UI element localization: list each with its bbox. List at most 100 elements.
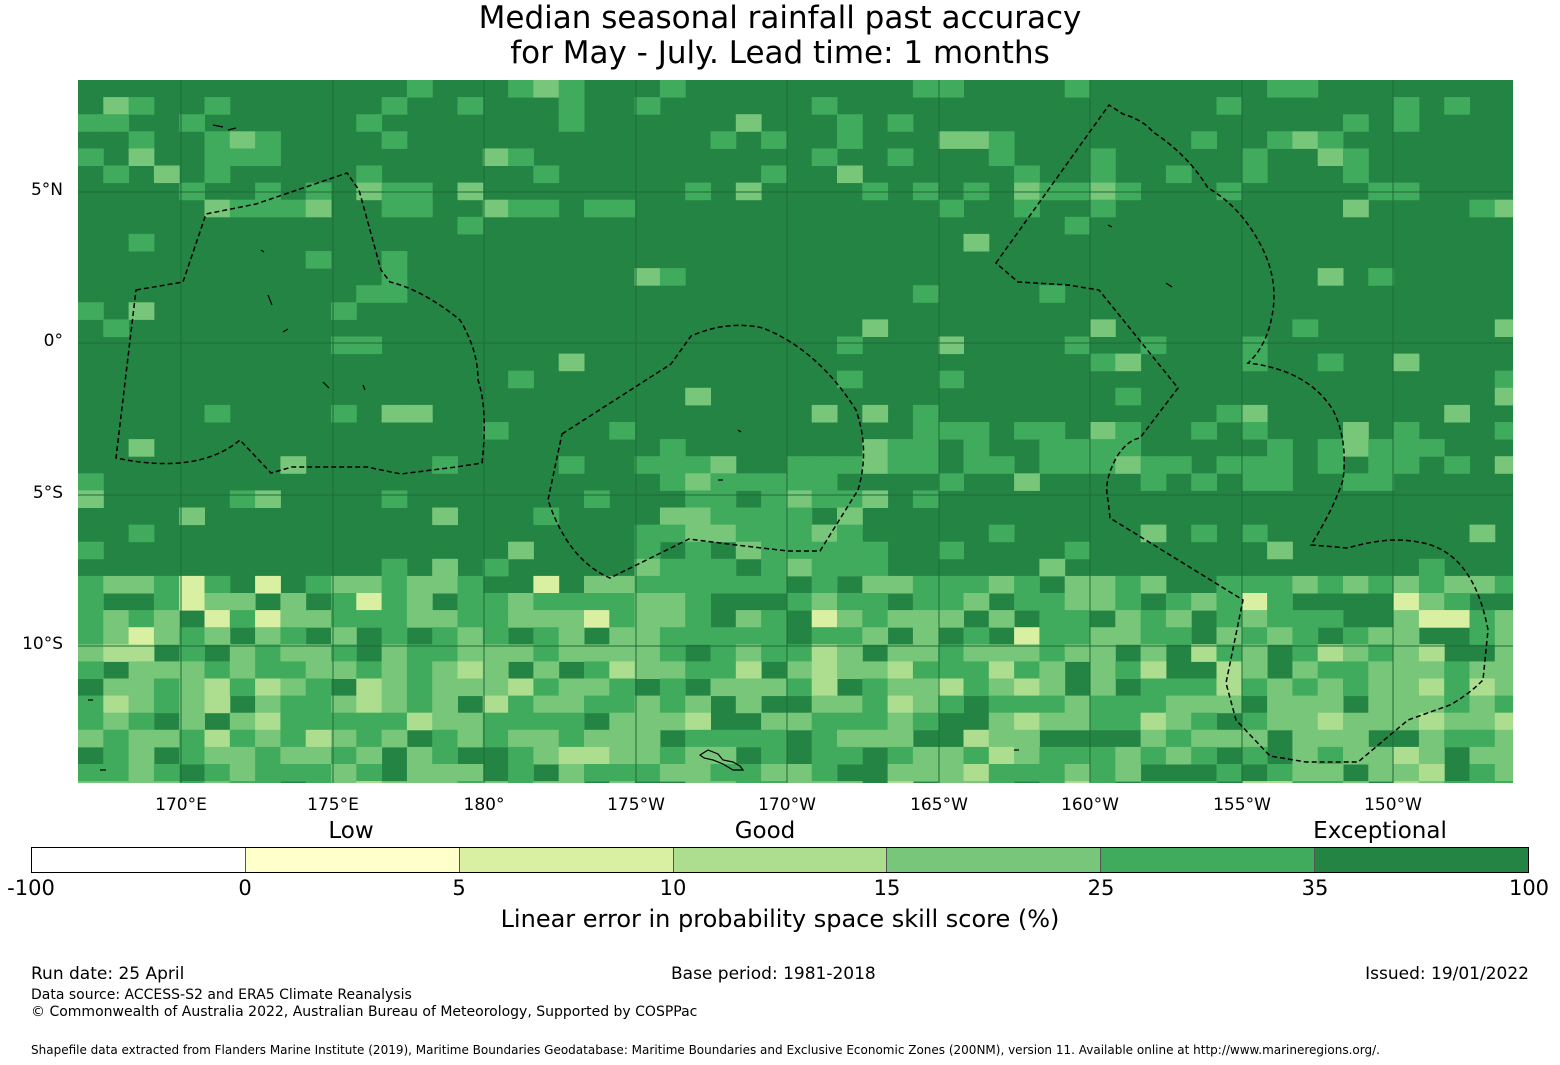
skill-cell (912, 661, 939, 679)
skill-cell (255, 729, 281, 748)
skill-cell (356, 678, 383, 697)
skill-cell (938, 678, 964, 697)
skill-cell (938, 644, 964, 662)
skill-cell (128, 729, 155, 748)
skill-cell (482, 678, 509, 697)
skill-cell (862, 575, 889, 594)
skill-cell (1292, 764, 1319, 782)
colorbar-tick: -100 (7, 876, 55, 900)
skill-cell (584, 644, 610, 662)
skill-cell (78, 302, 104, 320)
shapefile-credit: Shapefile data extracted from Flanders M… (31, 1043, 1380, 1057)
skill-cell (432, 678, 458, 697)
skill-cell (78, 729, 104, 748)
skill-cell (558, 80, 585, 98)
skill-cell (508, 644, 534, 662)
skill-cell (331, 336, 357, 355)
skill-cell (963, 627, 990, 645)
skill-cell (1090, 456, 1116, 474)
skill-cell (255, 490, 281, 508)
skill-cell (1191, 678, 1217, 697)
skill-cell (179, 695, 205, 714)
skill-cell (1241, 729, 1268, 748)
skill-cell (862, 712, 889, 731)
skill-cell (735, 644, 762, 662)
skill-cell (381, 644, 408, 662)
skill-cell (634, 541, 661, 560)
skill-cell (887, 678, 914, 697)
skill-cell (685, 507, 711, 526)
skill-cell (584, 729, 610, 748)
skill-cell (1368, 678, 1395, 697)
skill-cell (710, 558, 737, 577)
skill-cell (609, 627, 636, 645)
skill-cell (1090, 764, 1116, 782)
skill-cell (1368, 473, 1395, 491)
issued-date: Issued: 19/01/2022 (1365, 964, 1529, 984)
skill-cell (558, 644, 585, 662)
skill-cell (786, 781, 813, 783)
skill-cell (406, 593, 433, 611)
skill-cell (685, 712, 711, 731)
skill-cell (1292, 678, 1319, 697)
skill-cell (685, 473, 711, 491)
skill-cell (356, 165, 383, 184)
skill-cell (862, 404, 889, 423)
skill-cell (963, 593, 990, 611)
skill-cell (381, 182, 408, 201)
skill-cell (1292, 131, 1319, 149)
skill-cell (381, 661, 408, 679)
skill-cell (1090, 746, 1116, 765)
skill-cell (432, 781, 458, 783)
skill-cell (508, 370, 534, 389)
skill-cell (406, 746, 433, 765)
skill-cell (1494, 319, 1513, 337)
skill-cell (1165, 746, 1192, 765)
skill-cell (938, 695, 964, 714)
skill-cell (837, 712, 863, 731)
skill-cell (1241, 165, 1268, 184)
skill-cell (685, 524, 711, 543)
skill-cell (1064, 456, 1091, 474)
skill-cell (1393, 678, 1420, 697)
skill-cell (381, 729, 408, 748)
skill-cell (381, 781, 408, 783)
skill-cell (508, 541, 534, 560)
skill-cell (558, 353, 585, 372)
skill-cell (533, 80, 560, 98)
skill-cell (1292, 781, 1319, 783)
skill-cell (1014, 746, 1040, 765)
skill-cell (862, 729, 889, 748)
skill-cell (229, 148, 256, 166)
skill-cell (1343, 199, 1369, 218)
skill-cell (457, 644, 484, 662)
skill-cell (356, 729, 383, 748)
skill-cell (887, 644, 914, 662)
skill-cell (1292, 729, 1319, 748)
skill-cell (584, 490, 610, 508)
skill-cell (381, 404, 408, 423)
colorbar (31, 847, 1529, 873)
skill-cell (988, 131, 1015, 149)
skill-cell (659, 678, 686, 697)
skill-cell (1418, 610, 1445, 628)
skill-cell (204, 781, 231, 783)
eez-boundary-tuvalu-kiribati-west (115, 172, 485, 475)
skill-cell (331, 764, 357, 782)
skill-cell (735, 114, 762, 132)
skill-cell (1039, 627, 1066, 645)
skill-cell (1393, 575, 1420, 594)
skill-cell (1191, 473, 1217, 491)
skill-cell (1368, 746, 1395, 765)
skill-cell (78, 148, 104, 166)
skill-cell (837, 661, 863, 679)
skill-cell (457, 678, 484, 697)
skill-cell (1469, 575, 1496, 594)
skill-cell (1165, 627, 1192, 645)
skill-cell (811, 661, 838, 679)
skill-cell (1494, 387, 1513, 406)
lon-label-150w: 150°W (1364, 795, 1422, 815)
skill-cell (406, 575, 433, 594)
skill-cell (1343, 148, 1369, 166)
skill-cell (710, 746, 737, 765)
